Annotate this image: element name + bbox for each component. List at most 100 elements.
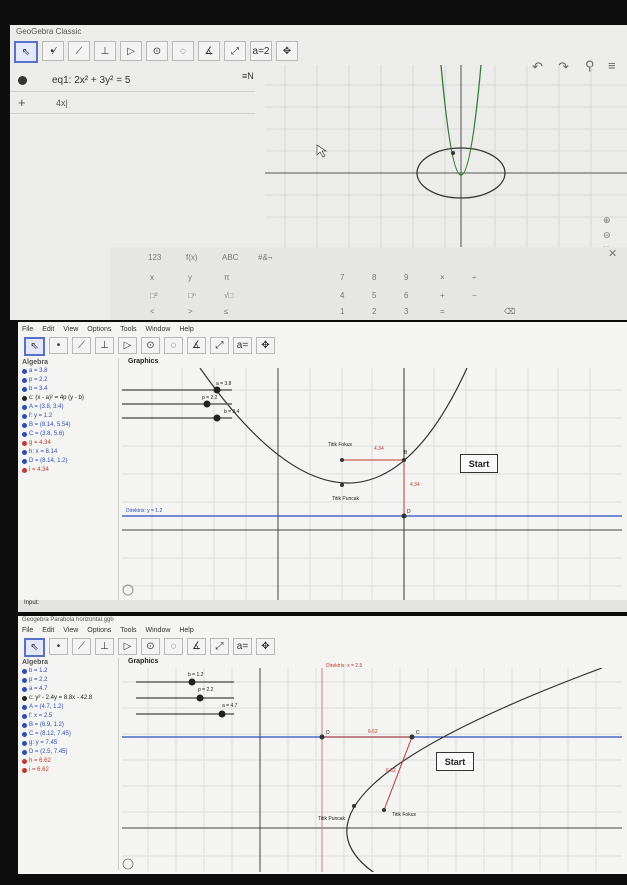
algebra-row[interactable]: f: y = 1.2 xyxy=(22,412,118,421)
move-tool-icon[interactable]: ⇖ xyxy=(14,41,38,63)
menu-window[interactable]: Window xyxy=(145,326,171,333)
polygon-tool-icon[interactable]: ▷ xyxy=(118,638,137,655)
visibility-dot-icon[interactable] xyxy=(22,423,27,428)
menu-tools[interactable]: Tools xyxy=(120,326,137,333)
algebra-row[interactable]: D = (2.5, 7.45) xyxy=(22,748,118,757)
move-graphics-tool-icon[interactable]: ✥ xyxy=(276,41,298,61)
algebra-row[interactable]: g: y = 7.45 xyxy=(22,739,118,748)
key-x[interactable]: x xyxy=(150,273,154,282)
menu-options[interactable]: Options xyxy=(87,627,112,634)
menu-help[interactable]: Help xyxy=(179,326,194,333)
visibility-dot-icon[interactable] xyxy=(22,750,27,755)
perpendicular-tool-icon[interactable]: ⊥ xyxy=(94,41,116,61)
input-row-2[interactable]: + 4x| xyxy=(10,95,255,114)
menu-help[interactable]: Help xyxy=(179,627,194,634)
keyboard-tab-fx[interactable]: f(x) xyxy=(186,253,198,262)
key-sqrt[interactable]: √□ xyxy=(224,291,234,300)
reflect-tool-icon[interactable]: ⤢ xyxy=(210,337,229,354)
visibility-dot-icon[interactable] xyxy=(22,405,27,410)
visibility-dot-icon[interactable] xyxy=(22,387,27,392)
circle-tool-icon[interactable]: ⊙ xyxy=(146,41,168,61)
format-icon[interactable]: ≡N xyxy=(242,71,254,81)
move-tool-icon[interactable]: ⇖ xyxy=(24,638,45,657)
key-le[interactable]: ≤ xyxy=(224,307,229,316)
circle-tool-icon[interactable]: ⊙ xyxy=(141,337,160,354)
top-graphics-view[interactable] xyxy=(265,65,627,255)
slider-tool-icon[interactable]: a= xyxy=(233,638,252,655)
key-power[interactable]: □ⁿ xyxy=(188,291,196,300)
ellipse-tool-icon[interactable]: ◌ xyxy=(172,41,194,61)
visibility-dot-icon[interactable] xyxy=(22,432,27,437)
algebra-row[interactable]: a = 3.8 xyxy=(22,367,118,376)
key-divide[interactable]: ÷ xyxy=(472,273,477,282)
algebra-row[interactable]: c: y² - 2.4y = 8.8x - 42.8 xyxy=(22,694,118,703)
menu-tools[interactable]: Tools xyxy=(120,627,137,634)
point-tool-icon[interactable]: • xyxy=(49,638,68,655)
algebra-row[interactable]: a = 4.7 xyxy=(22,685,118,694)
key-equals[interactable]: = xyxy=(440,307,445,316)
menu-edit[interactable]: Edit xyxy=(42,627,55,634)
algebra-row[interactable]: b = 1.2 xyxy=(22,667,118,676)
key-plus[interactable]: + xyxy=(440,291,445,300)
move-tool-icon[interactable]: ⇖ xyxy=(24,337,45,356)
visibility-dot-icon[interactable] xyxy=(22,459,27,464)
visibility-dot-icon[interactable] xyxy=(22,678,27,683)
point-tool-icon[interactable]: •⁄ xyxy=(42,41,64,61)
algebra-row[interactable]: B = (8.14, 5.54) xyxy=(22,421,118,430)
algebra-row[interactable]: C = (8.12, 7.45) xyxy=(22,730,118,739)
keyboard-tab-abc[interactable]: ABC xyxy=(222,253,239,262)
input-row-1[interactable]: eq1: 2x² + 3y² = 5 xyxy=(10,73,255,92)
menu-edit[interactable]: Edit xyxy=(42,326,55,333)
algebra-row[interactable]: f: x = 2.5 xyxy=(22,712,118,721)
visibility-dot-icon[interactable] xyxy=(22,414,27,419)
key-square[interactable]: □² xyxy=(150,291,158,300)
keyboard-tab-symbols[interactable]: #&¬ xyxy=(258,253,273,262)
algebra-row[interactable]: C = (3.8, 5.6) xyxy=(22,430,118,439)
key-9[interactable]: 9 xyxy=(404,273,409,282)
point-tool-icon[interactable]: • xyxy=(49,337,68,354)
polygon-tool-icon[interactable]: ▷ xyxy=(120,41,142,61)
circle-tool-icon[interactable]: ⊙ xyxy=(141,638,160,655)
angle-tool-icon[interactable]: ∡ xyxy=(187,638,206,655)
algebra-row[interactable]: p = 2.2 xyxy=(22,376,118,385)
keyboard-close-icon[interactable]: ✕ xyxy=(608,248,618,260)
algebra-row[interactable]: i = 6.62 xyxy=(22,766,118,775)
input-bar[interactable]: Input: xyxy=(18,600,627,612)
polygon-tool-icon[interactable]: ▷ xyxy=(118,337,137,354)
menu-view[interactable]: View xyxy=(63,326,79,333)
perpendicular-tool-icon[interactable]: ⊥ xyxy=(95,638,114,655)
slider-tool-icon[interactable]: a= xyxy=(233,337,252,354)
algebra-row[interactable]: g = 4.34 xyxy=(22,439,118,448)
reflect-tool-icon[interactable]: ⤢ xyxy=(210,638,229,655)
visibility-dot-icon[interactable] xyxy=(22,723,27,728)
visibility-dot-icon[interactable] xyxy=(22,687,27,692)
menu-view[interactable]: View xyxy=(63,627,79,634)
key-6[interactable]: 6 xyxy=(404,291,409,300)
key-y[interactable]: y xyxy=(188,273,192,282)
key-2[interactable]: 2 xyxy=(372,307,377,316)
key-lt[interactable]: < xyxy=(150,307,155,316)
key-4[interactable]: 4 xyxy=(340,291,345,300)
key-times[interactable]: × xyxy=(440,273,445,282)
object-visibility-icon[interactable] xyxy=(18,76,27,85)
visibility-dot-icon[interactable] xyxy=(22,669,27,674)
visibility-dot-icon[interactable] xyxy=(22,759,27,764)
algebra-row[interactable]: p = 2.2 xyxy=(22,676,118,685)
middle-graphics-view[interactable] xyxy=(122,368,622,600)
add-icon[interactable]: + xyxy=(18,95,26,110)
visibility-dot-icon[interactable] xyxy=(22,732,27,737)
visibility-dot-icon[interactable] xyxy=(22,369,27,374)
line-tool-icon[interactable]: ⟋ xyxy=(72,638,91,655)
start-button[interactable]: Start xyxy=(460,454,498,473)
visibility-dot-icon[interactable] xyxy=(22,441,27,446)
algebra-row[interactable]: i = 4.34 xyxy=(22,466,118,475)
key-7[interactable]: 7 xyxy=(340,273,345,282)
key-backspace[interactable]: ⌫ xyxy=(504,307,516,316)
key-minus[interactable]: − xyxy=(472,291,477,300)
redo-icon[interactable]: ↷ xyxy=(558,59,569,74)
visibility-dot-icon[interactable] xyxy=(22,768,27,773)
key-8[interactable]: 8 xyxy=(372,273,377,282)
visibility-dot-icon[interactable] xyxy=(22,705,27,710)
algebra-row[interactable]: b = 3.4 xyxy=(22,385,118,394)
algebra-row[interactable]: A = (4.7, 1.2) xyxy=(22,703,118,712)
